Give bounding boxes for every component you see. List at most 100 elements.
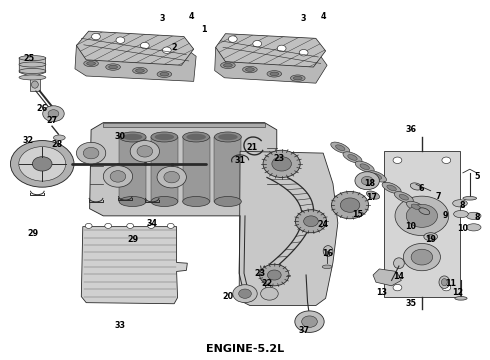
Ellipse shape <box>109 65 118 69</box>
Text: 3: 3 <box>159 14 165 23</box>
Circle shape <box>268 270 281 280</box>
Text: 12: 12 <box>452 288 463 297</box>
Text: 34: 34 <box>147 219 158 228</box>
Ellipse shape <box>394 192 414 203</box>
Ellipse shape <box>136 69 145 72</box>
Circle shape <box>393 157 402 163</box>
Polygon shape <box>90 123 277 216</box>
Text: 20: 20 <box>222 292 233 301</box>
Text: 30: 30 <box>115 132 126 141</box>
Text: 8: 8 <box>474 213 480 222</box>
Text: ENGINE-5.2L: ENGINE-5.2L <box>206 343 284 354</box>
Text: 32: 32 <box>22 136 33 145</box>
Circle shape <box>157 166 186 188</box>
Circle shape <box>76 142 106 164</box>
Ellipse shape <box>441 279 447 286</box>
Polygon shape <box>239 151 338 306</box>
Ellipse shape <box>382 182 401 194</box>
Ellipse shape <box>454 211 468 218</box>
Text: 10: 10 <box>406 222 416 231</box>
Circle shape <box>116 37 125 43</box>
Circle shape <box>277 45 286 51</box>
Text: 33: 33 <box>115 321 126 330</box>
Circle shape <box>141 42 149 49</box>
Ellipse shape <box>53 135 65 140</box>
Circle shape <box>127 224 134 228</box>
Ellipse shape <box>439 276 450 288</box>
Circle shape <box>393 284 402 291</box>
Circle shape <box>19 147 66 181</box>
Ellipse shape <box>218 134 238 140</box>
Text: 15: 15 <box>352 210 363 219</box>
Ellipse shape <box>19 75 46 80</box>
Ellipse shape <box>322 265 332 269</box>
Circle shape <box>260 264 289 286</box>
Text: 5: 5 <box>474 172 480 181</box>
Circle shape <box>43 106 64 122</box>
Polygon shape <box>373 269 401 286</box>
Text: 22: 22 <box>261 279 272 288</box>
Text: 17: 17 <box>367 193 377 202</box>
Circle shape <box>85 224 92 228</box>
Ellipse shape <box>160 72 169 76</box>
Ellipse shape <box>348 154 357 160</box>
Ellipse shape <box>410 183 422 190</box>
Circle shape <box>110 171 126 182</box>
Circle shape <box>395 196 449 235</box>
Ellipse shape <box>367 191 380 199</box>
Ellipse shape <box>267 71 282 77</box>
Bar <box>151 137 178 202</box>
Ellipse shape <box>466 212 481 220</box>
Ellipse shape <box>123 134 143 140</box>
Bar <box>119 137 146 202</box>
Ellipse shape <box>84 60 98 67</box>
Ellipse shape <box>323 246 333 256</box>
Text: 9: 9 <box>442 211 448 220</box>
Ellipse shape <box>19 62 46 67</box>
Text: 3: 3 <box>301 14 306 23</box>
Circle shape <box>10 140 74 187</box>
Circle shape <box>442 157 451 163</box>
Ellipse shape <box>270 72 279 76</box>
Polygon shape <box>75 44 196 81</box>
Ellipse shape <box>151 132 178 142</box>
Text: 18: 18 <box>364 179 375 188</box>
Polygon shape <box>216 34 326 67</box>
Ellipse shape <box>186 134 206 140</box>
Circle shape <box>355 172 379 190</box>
Text: 19: 19 <box>425 235 436 244</box>
Ellipse shape <box>343 152 362 163</box>
Text: 37: 37 <box>298 326 309 335</box>
Circle shape <box>137 145 153 157</box>
Circle shape <box>272 157 292 171</box>
Ellipse shape <box>407 201 425 212</box>
Circle shape <box>403 243 441 271</box>
Ellipse shape <box>106 64 121 70</box>
Polygon shape <box>30 78 40 91</box>
Ellipse shape <box>355 161 374 172</box>
Ellipse shape <box>215 132 242 142</box>
Ellipse shape <box>466 224 481 231</box>
Ellipse shape <box>119 132 146 142</box>
Circle shape <box>442 284 451 291</box>
Circle shape <box>164 171 179 183</box>
Polygon shape <box>76 31 194 65</box>
Text: 28: 28 <box>51 140 63 149</box>
Ellipse shape <box>372 174 382 179</box>
Circle shape <box>406 204 438 227</box>
Text: 4: 4 <box>189 12 194 21</box>
Circle shape <box>331 192 368 219</box>
Bar <box>183 137 210 202</box>
Circle shape <box>299 49 308 56</box>
Text: 36: 36 <box>406 125 416 134</box>
Ellipse shape <box>157 71 171 77</box>
Text: 29: 29 <box>27 229 38 238</box>
Circle shape <box>361 176 373 185</box>
Text: 24: 24 <box>318 220 329 229</box>
Text: 14: 14 <box>393 272 404 281</box>
Text: 16: 16 <box>322 249 334 258</box>
Text: 2: 2 <box>172 43 177 52</box>
Circle shape <box>233 285 257 303</box>
Circle shape <box>304 216 318 226</box>
Circle shape <box>103 166 133 187</box>
